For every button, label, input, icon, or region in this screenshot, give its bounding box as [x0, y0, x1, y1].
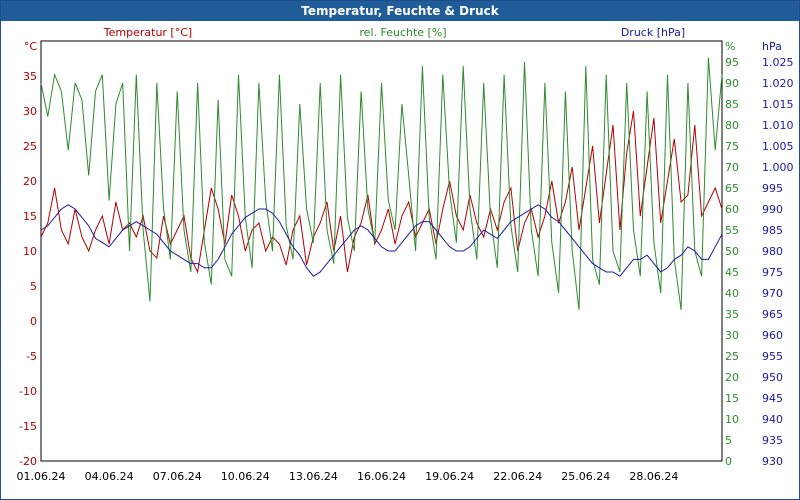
humidity-tick-label: 50	[725, 245, 739, 258]
humidity-tick-label: 10	[725, 413, 739, 426]
legend-label: Druck [hPa]	[621, 26, 685, 39]
humidity-tick-label: 55	[725, 224, 739, 237]
pressure-tick-label: 980	[762, 245, 783, 258]
pressure-tick-label: 995	[762, 182, 783, 195]
x-tick-label: 07.06.24	[153, 470, 202, 483]
x-tick-label: 16.06.24	[357, 470, 406, 483]
humidity-tick-label: 75	[725, 140, 739, 153]
temperature-tick-label: 0	[30, 315, 37, 328]
temperature-tick-label: -15	[19, 420, 37, 433]
humidity-tick-label: 65	[725, 182, 739, 195]
legend-label: rel. Feuchte [%]	[359, 26, 446, 39]
humidity-tick-label: 80	[725, 119, 739, 132]
pressure-tick-label: 1.015	[762, 98, 794, 111]
pressure-tick-label: 955	[762, 350, 783, 363]
humidity-tick-label: 90	[725, 77, 739, 90]
pressure-tick-label: 965	[762, 308, 783, 321]
legend-label: Temperatur [°C]	[103, 26, 192, 39]
chart-title: Temperatur, Feuchte & Druck	[301, 4, 499, 18]
pressure-tick-label: 945	[762, 392, 783, 405]
pressure-tick-label: 940	[762, 413, 783, 426]
axes	[40, 40, 723, 462]
temperature-tick-label: 15	[23, 210, 37, 223]
pressure-unit-label: hPa	[762, 40, 782, 53]
temperature-tick-label: 35	[23, 70, 37, 83]
series-line-temperature	[40, 110, 723, 274]
humidity-tick-label: 0	[725, 455, 732, 468]
title-bar: Temperatur, Feuchte & Druck	[1, 1, 799, 21]
series-group	[40, 57, 723, 310]
temperature-tick-label: -10	[19, 385, 37, 398]
pressure-tick-label: 950	[762, 371, 783, 384]
pressure-tick-label: 1.025	[762, 56, 794, 69]
temperature-tick-label: -5	[26, 350, 37, 363]
pressure-tick-label: 990	[762, 203, 783, 216]
temperature-tick-label: 30	[23, 105, 37, 118]
humidity-tick-label: 45	[725, 266, 739, 279]
x-tick-label: 04.06.24	[85, 470, 134, 483]
pressure-tick-label: 1.010	[762, 119, 794, 132]
pressure-tick-label: 985	[762, 224, 783, 237]
x-tick-label: 10.06.24	[221, 470, 270, 483]
x-tick-label: 01.06.24	[17, 470, 66, 483]
humidity-tick-label: 40	[725, 287, 739, 300]
x-tick-label: 25.06.24	[561, 470, 610, 483]
pressure-tick-label: 1.000	[762, 161, 794, 174]
humidity-tick-label: 85	[725, 98, 739, 111]
humidity-tick-label: 70	[725, 161, 739, 174]
humidity-tick-label: 15	[725, 392, 739, 405]
temperature-tick-label: -20	[19, 455, 37, 468]
axis-labels: 35302520151050-5-10-15-20°C9590858075706…	[17, 26, 794, 483]
series-line-pressure	[40, 204, 723, 277]
pressure-tick-label: 1.020	[762, 77, 794, 90]
humidity-tick-label: 60	[725, 203, 739, 216]
pressure-tick-label: 970	[762, 287, 783, 300]
humidity-unit-label: %	[725, 40, 735, 53]
humidity-tick-label: 30	[725, 329, 739, 342]
temperature-tick-label: 20	[23, 175, 37, 188]
plot-area	[40, 40, 723, 462]
humidity-tick-label: 20	[725, 371, 739, 384]
temperature-tick-label: 5	[30, 280, 37, 293]
x-tick-label: 19.06.24	[425, 470, 474, 483]
x-tick-label: 28.06.24	[629, 470, 678, 483]
humidity-tick-label: 35	[725, 308, 739, 321]
pressure-tick-label: 1.005	[762, 140, 794, 153]
pressure-tick-label: 975	[762, 266, 783, 279]
x-tick-label: 13.06.24	[289, 470, 338, 483]
temperature-tick-label: 10	[23, 245, 37, 258]
pressure-tick-label: 960	[762, 329, 783, 342]
temperature-unit-label: °C	[24, 40, 38, 53]
pressure-tick-label: 935	[762, 434, 783, 447]
series-line-humidity	[40, 57, 723, 310]
humidity-tick-label: 95	[725, 56, 739, 69]
humidity-tick-label: 5	[725, 434, 732, 447]
humidity-tick-label: 25	[725, 350, 739, 363]
pressure-tick-label: 930	[762, 455, 783, 468]
x-tick-label: 22.06.24	[493, 470, 542, 483]
temperature-tick-label: 25	[23, 140, 37, 153]
